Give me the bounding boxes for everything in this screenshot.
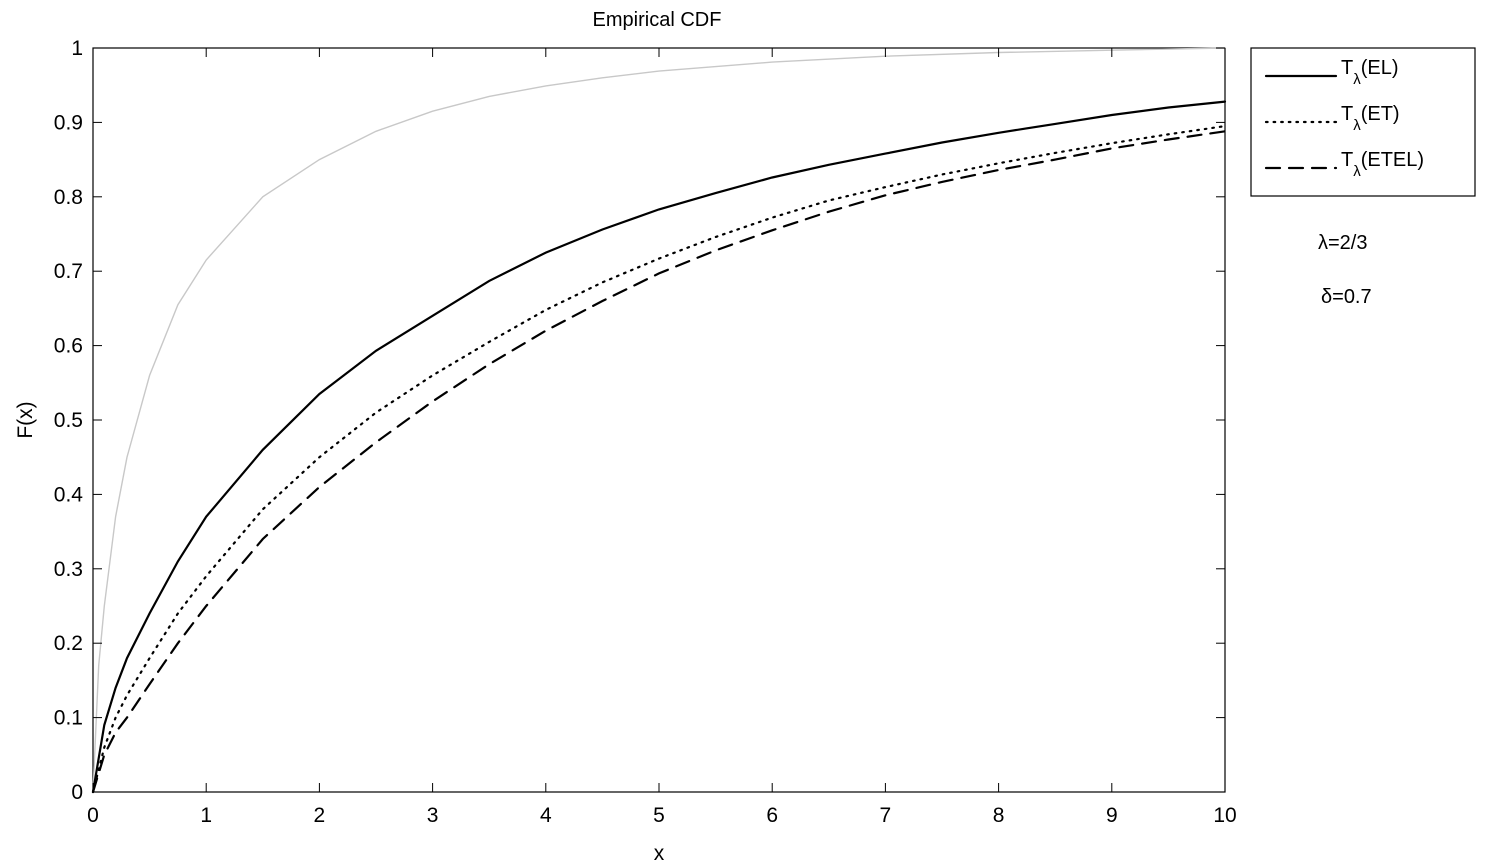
series-line-2: [91, 130, 1227, 794]
y-tick-label: 0.4: [54, 483, 84, 506]
legend-label-0: Tλ(EL): [1341, 57, 1399, 88]
y-tick-label: 1: [71, 37, 83, 60]
series-layer: [91, 47, 1227, 794]
plot-area: 0 1 2 3 4 5 6 7 8 9 10 0 0.1 0.2 0.3 0.4 0.5 0.6 0.7 0.8 0.9…: [54, 37, 1237, 827]
legend: Tλ(EL) Tλ(ET) Tλ(ETEL): [1250, 47, 1476, 197]
y-tick-label: 0.9: [54, 111, 83, 134]
x-tick-label: 3: [427, 804, 439, 827]
y-tick-label: 0.8: [54, 186, 83, 209]
x-tick-label: 6: [766, 804, 778, 827]
series-line-3: [92, 47, 1226, 793]
y-tick-label: 0.5: [54, 409, 83, 432]
x-tick-label: 5: [653, 804, 665, 827]
y-axis-label: F(x): [14, 401, 37, 438]
x-tick-label: 8: [993, 804, 1005, 827]
legend-items: Tλ(EL) Tλ(ET) Tλ(ETEL): [1264, 57, 1424, 180]
x-tick-label: 2: [314, 804, 326, 827]
y-tick-label: 0.1: [54, 707, 83, 730]
x-tick-label: 7: [880, 804, 892, 827]
y-tick-label: 0.7: [54, 260, 83, 283]
y-tick-label: 0: [71, 781, 83, 804]
x-axis-label: x: [654, 842, 665, 865]
chart-title: Empirical CDF: [593, 9, 722, 31]
y-tick-label: 0.2: [54, 632, 83, 655]
ticks-layer: 0 1 2 3 4 5 6 7 8 9 10 0 0.1 0.2 0.3 0.4 0.5 0.6 0.7 0.8 0.9…: [54, 37, 1237, 827]
annotation-lambda: λ=2/3: [1318, 232, 1367, 254]
legend-label-2: Tλ(ETEL): [1341, 149, 1424, 180]
plot-frame: [92, 47, 1226, 793]
annotation-delta: δ=0.7: [1321, 286, 1372, 308]
x-tick-label: 4: [540, 804, 552, 827]
y-tick-label: 0.6: [54, 335, 83, 358]
x-tick-label: 10: [1213, 804, 1236, 827]
legend-label-1: Tλ(ET): [1341, 103, 1400, 134]
x-tick-label: 0: [87, 804, 99, 827]
series-line-1: [91, 125, 1227, 794]
series-line-0: [91, 100, 1227, 794]
x-tick-label: 9: [1106, 804, 1118, 827]
y-tick-label: 0.3: [54, 558, 83, 581]
x-tick-label: 1: [200, 804, 212, 827]
